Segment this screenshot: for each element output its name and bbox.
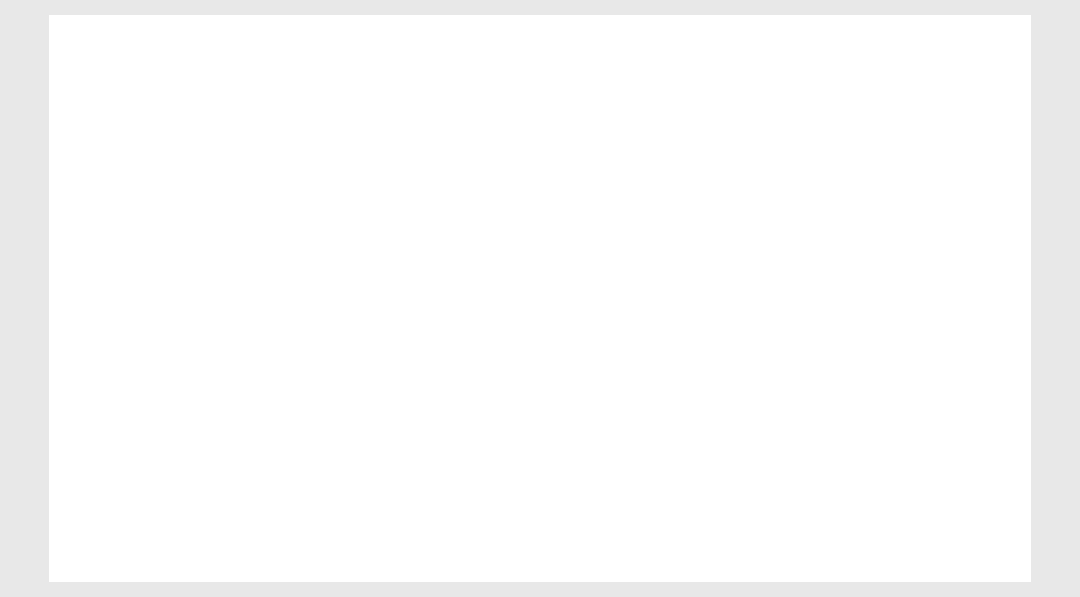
Text: 0.5: 0.5 [435,460,461,477]
Text: For the causal system shown in the figure below: For the causal system shown in the figur… [177,72,642,90]
Bar [603,346,680,409]
Text: T: T [635,368,648,387]
Text: (a): (a) [730,72,759,90]
Text: x[n]: x[n] [340,304,376,322]
Text: Determine the final value of: Determine the final value of [167,185,438,203]
Text: s: s [875,128,885,146]
Text: s: s [468,185,477,203]
Text: rectangular pulse input with pulse duration equal 5.: rectangular pulse input with pulse durat… [167,242,662,260]
Text: n→∞: n→∞ [543,185,586,203]
Text: [n]: [n] [886,128,918,146]
Text: (c) Find the response to a: (c) Find the response to a [595,185,845,204]
Circle shape [413,327,484,366]
Text: Q1:: Q1: [140,72,177,90]
Text: [n] as: [n] as [478,185,538,203]
Text: h: h [635,128,647,146]
Text: y[n]: y[n] [702,304,738,322]
Text: +: + [440,335,457,353]
Text: [n] and step response: [n] and step response [646,128,856,146]
Text: first five samples of the impulse response: first five samples of the impulse respon… [167,128,568,146]
Circle shape [407,446,489,491]
Text: Find and sketch, the: Find and sketch, the [764,72,963,90]
Text: (b): (b) [927,128,957,146]
